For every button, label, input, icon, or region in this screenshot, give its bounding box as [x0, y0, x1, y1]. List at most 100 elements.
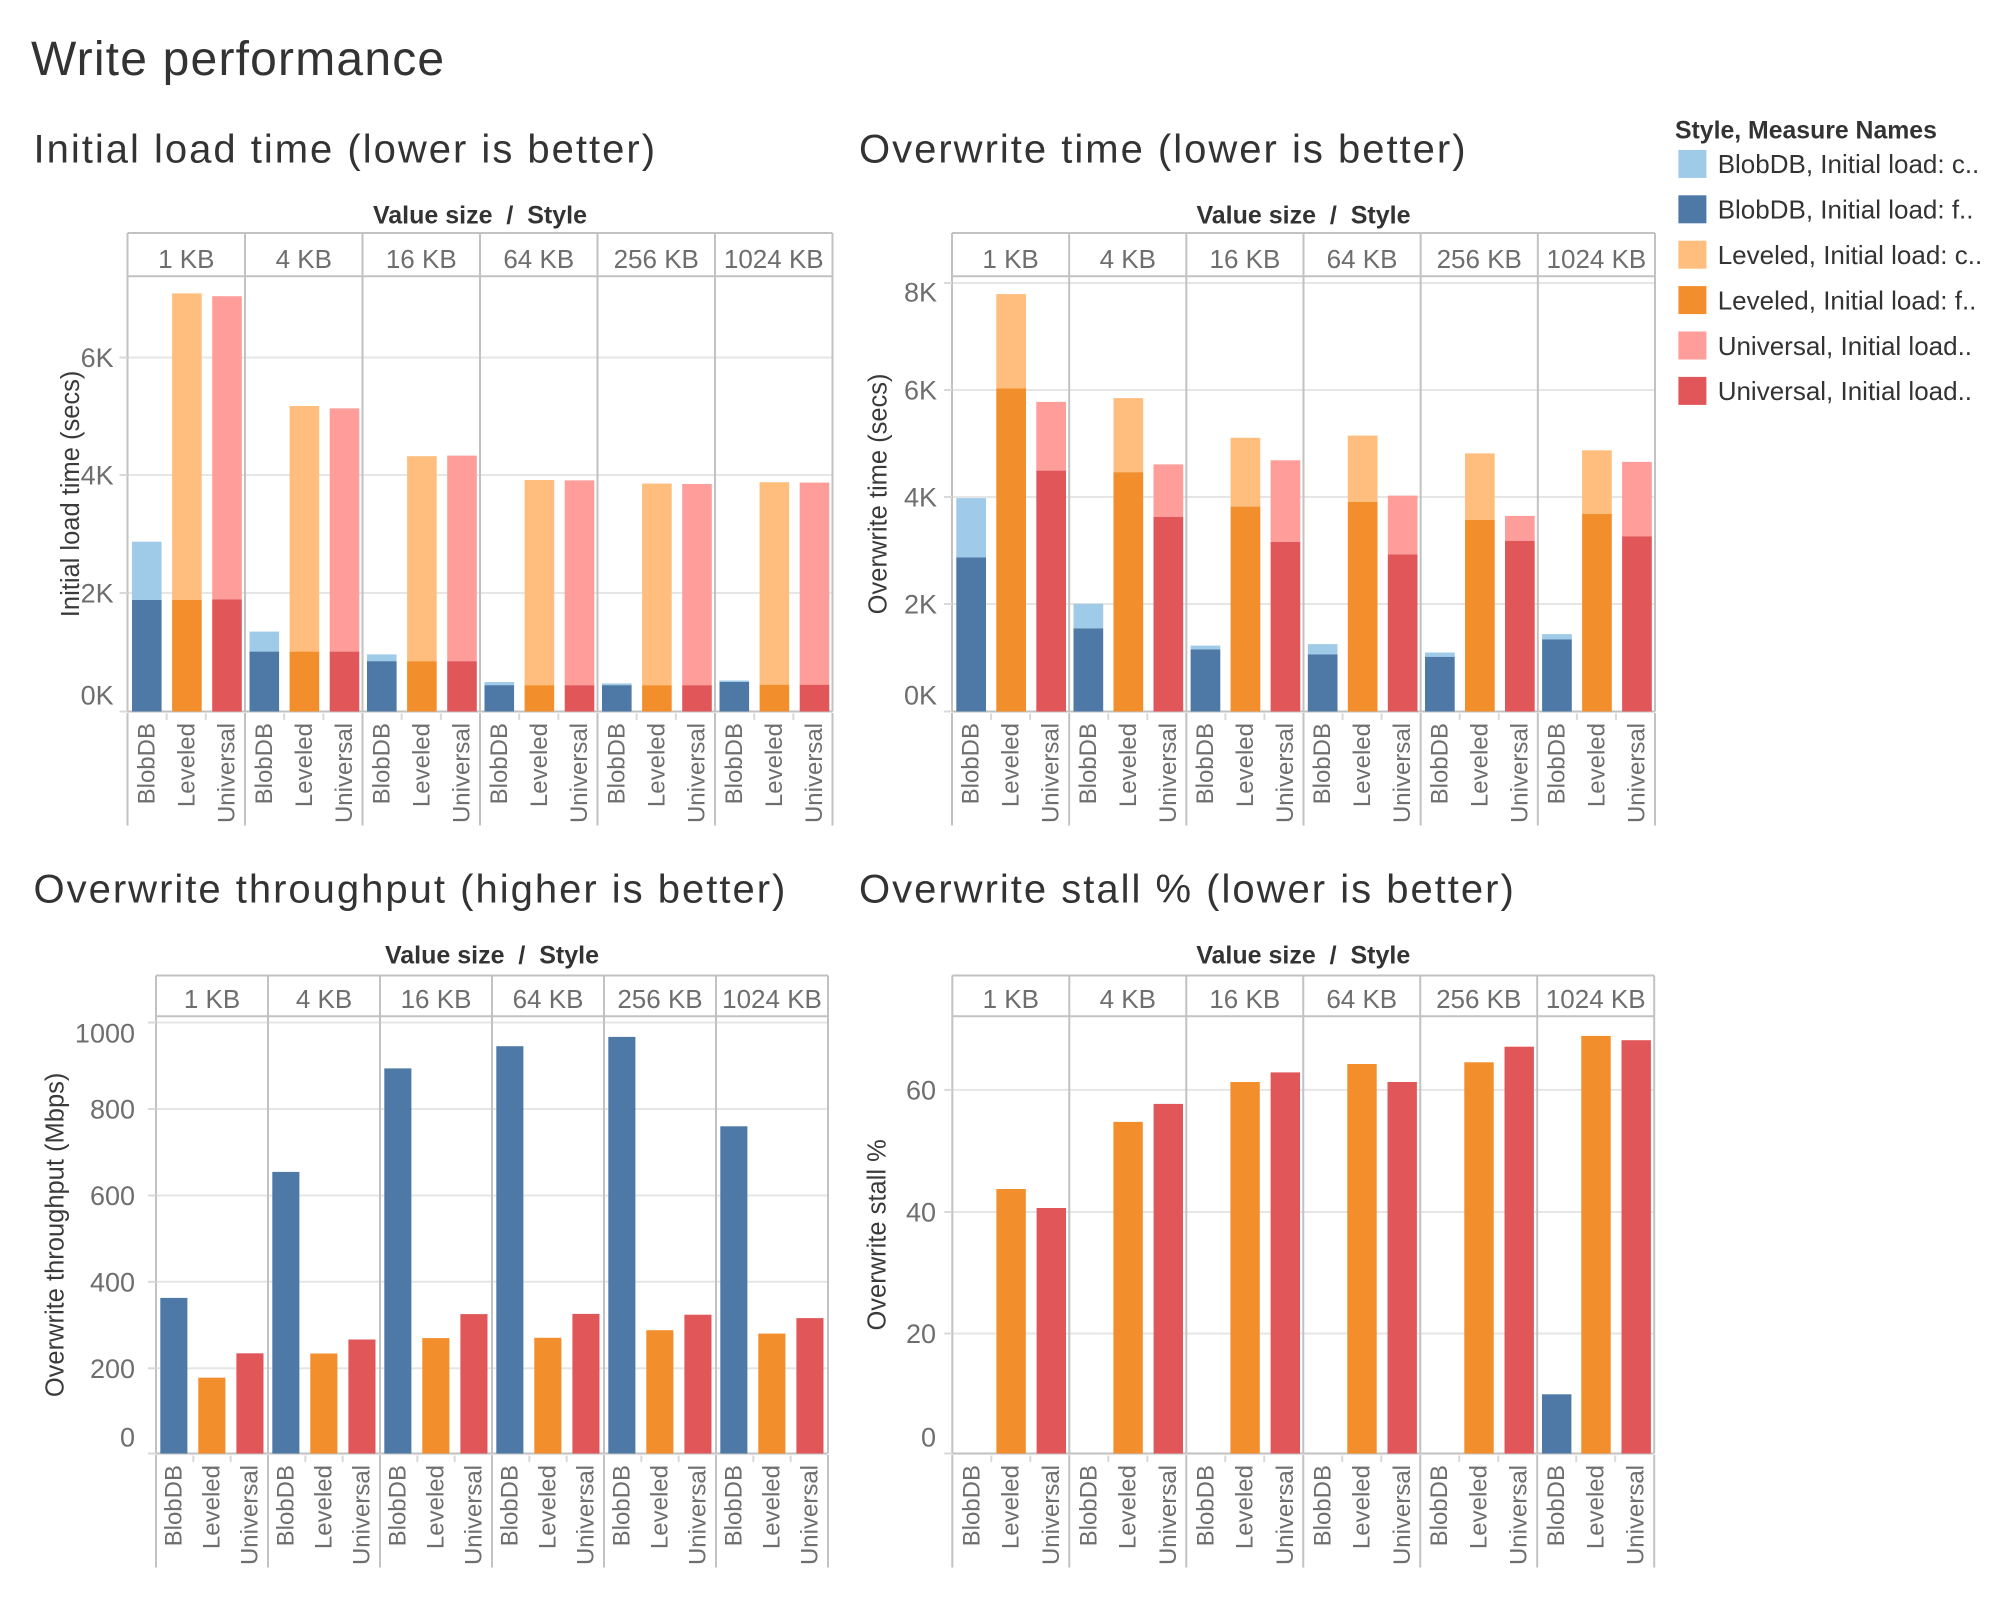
- svg-text:4 KB: 4 KB: [296, 984, 352, 1014]
- svg-text:0: 0: [921, 1423, 936, 1453]
- svg-text:4 KB: 4 KB: [1100, 984, 1156, 1014]
- svg-text:Leveled: Leveled: [291, 723, 318, 807]
- svg-text:BlobDB: BlobDB: [958, 1465, 985, 1546]
- svg-text:BlobDB: BlobDB: [133, 723, 160, 804]
- svg-text:Universal: Universal: [449, 723, 476, 823]
- svg-text:Leveled: Leveled: [310, 1465, 337, 1549]
- svg-text:Universal: Universal: [1155, 723, 1182, 823]
- svg-text:1024 KB: 1024 KB: [1546, 984, 1646, 1014]
- svg-text:40: 40: [906, 1198, 936, 1228]
- svg-text:Universal: Universal: [214, 723, 241, 823]
- svg-text:64 KB: 64 KB: [503, 244, 574, 274]
- svg-text:0: 0: [120, 1423, 135, 1453]
- svg-text:800: 800: [90, 1095, 135, 1125]
- svg-text:Universal: Universal: [796, 1465, 823, 1565]
- svg-text:BlobDB, Initial load: f..: BlobDB, Initial load: f..: [1718, 195, 1974, 225]
- svg-text:Overwrite time (lower is bette: Overwrite time (lower is better): [859, 128, 1468, 172]
- svg-text:256 KB: 256 KB: [1437, 244, 1522, 274]
- svg-text:1 KB: 1 KB: [158, 244, 214, 274]
- svg-text:2K: 2K: [904, 590, 937, 620]
- svg-text:BlobDB: BlobDB: [608, 1465, 635, 1546]
- svg-text:BlobDB: BlobDB: [486, 723, 513, 804]
- svg-text:BlobDB: BlobDB: [1192, 1465, 1219, 1546]
- svg-text:6K: 6K: [81, 343, 114, 373]
- svg-text:4 KB: 4 KB: [276, 244, 332, 274]
- svg-text:Universal: Universal: [1155, 1465, 1182, 1565]
- svg-text:Overwrite stall %: Overwrite stall %: [864, 1139, 892, 1330]
- svg-text:Leveled: Leveled: [1115, 1465, 1142, 1549]
- svg-text:64 KB: 64 KB: [513, 984, 584, 1014]
- svg-text:Leveled: Leveled: [998, 723, 1025, 807]
- svg-text:Leveled: Leveled: [643, 723, 670, 807]
- svg-text:400: 400: [90, 1267, 135, 1297]
- svg-text:BlobDB: BlobDB: [1309, 1465, 1336, 1546]
- svg-text:Leveled: Leveled: [1583, 1465, 1610, 1549]
- svg-text:Initial load time (lower is be: Initial load time (lower is better): [34, 128, 658, 172]
- svg-text:16 KB: 16 KB: [1210, 244, 1281, 274]
- svg-text:Universal: Universal: [1506, 723, 1533, 823]
- svg-text:Leveled: Leveled: [1466, 723, 1493, 807]
- svg-text:BlobDB: BlobDB: [1075, 1465, 1102, 1546]
- svg-text:16 KB: 16 KB: [386, 244, 457, 274]
- svg-text:Overwrite throughput (Mbps): Overwrite throughput (Mbps): [42, 1073, 70, 1398]
- svg-text:Value size / Style: Value size / Style: [1196, 942, 1410, 970]
- svg-text:256 KB: 256 KB: [617, 984, 702, 1014]
- svg-text:64 KB: 64 KB: [1326, 984, 1397, 1014]
- svg-text:256 KB: 256 KB: [1436, 984, 1521, 1014]
- svg-text:16 KB: 16 KB: [401, 984, 472, 1014]
- svg-text:Leveled: Leveled: [173, 723, 200, 807]
- svg-text:Universal: Universal: [460, 1465, 487, 1565]
- svg-text:BlobDB: BlobDB: [720, 1465, 747, 1546]
- svg-text:256 KB: 256 KB: [614, 244, 699, 274]
- svg-text:0K: 0K: [904, 681, 937, 711]
- svg-text:Leveled: Leveled: [758, 1465, 785, 1549]
- svg-text:Leveled: Leveled: [408, 723, 435, 807]
- svg-text:BlobDB: BlobDB: [160, 1465, 187, 1546]
- svg-text:Write performance: Write performance: [31, 33, 445, 86]
- svg-text:Universal: Universal: [348, 1465, 375, 1565]
- svg-text:Style, Measure Names: Style, Measure Names: [1675, 118, 1937, 145]
- svg-text:BlobDB: BlobDB: [1309, 723, 1336, 804]
- svg-text:4 KB: 4 KB: [1100, 244, 1156, 274]
- svg-text:BlobDB: BlobDB: [1426, 723, 1453, 804]
- svg-text:BlobDB: BlobDB: [721, 723, 748, 804]
- svg-text:64 KB: 64 KB: [1327, 244, 1398, 274]
- svg-text:Universal: Universal: [1389, 723, 1416, 823]
- svg-text:1024 KB: 1024 KB: [722, 984, 822, 1014]
- svg-text:Leveled: Leveled: [761, 723, 788, 807]
- svg-text:Initial load time (secs): Initial load time (secs): [57, 371, 85, 618]
- svg-text:Leveled: Leveled: [1466, 1465, 1493, 1549]
- svg-text:Universal: Universal: [684, 723, 711, 823]
- svg-text:Universal: Universal: [1389, 1465, 1416, 1565]
- svg-text:BlobDB: BlobDB: [251, 723, 278, 804]
- svg-text:Universal: Universal: [1623, 1465, 1650, 1565]
- svg-text:Universal, Initial load..: Universal, Initial load..: [1718, 376, 1972, 406]
- svg-text:1024 KB: 1024 KB: [1547, 244, 1647, 274]
- svg-text:Value size / Style: Value size / Style: [373, 202, 587, 230]
- svg-text:4K: 4K: [81, 461, 114, 491]
- svg-text:Leveled: Leveled: [1115, 723, 1142, 807]
- svg-text:Universal: Universal: [1038, 723, 1065, 823]
- svg-text:2K: 2K: [81, 579, 114, 609]
- svg-text:BlobDB: BlobDB: [1426, 1465, 1453, 1546]
- svg-text:Leveled: Leveled: [198, 1465, 225, 1549]
- svg-text:Leveled: Leveled: [534, 1465, 561, 1549]
- svg-text:600: 600: [90, 1181, 135, 1211]
- svg-text:BlobDB: BlobDB: [1192, 723, 1219, 804]
- svg-text:4K: 4K: [904, 483, 937, 513]
- svg-text:BlobDB: BlobDB: [368, 723, 395, 804]
- svg-text:Leveled: Leveled: [646, 1465, 673, 1549]
- svg-text:200: 200: [90, 1354, 135, 1384]
- svg-text:BlobDB: BlobDB: [1543, 1465, 1570, 1546]
- svg-text:1 KB: 1 KB: [982, 244, 1038, 274]
- svg-text:Universal: Universal: [1038, 1465, 1065, 1565]
- svg-text:Leveled, Initial load: f..: Leveled, Initial load: f..: [1718, 285, 1977, 315]
- svg-text:0K: 0K: [81, 681, 114, 711]
- svg-text:Universal: Universal: [1506, 1465, 1533, 1565]
- svg-text:Universal: Universal: [684, 1465, 711, 1565]
- svg-text:BlobDB: BlobDB: [1543, 723, 1570, 804]
- svg-text:Universal: Universal: [1272, 723, 1299, 823]
- svg-text:Universal: Universal: [1623, 723, 1650, 823]
- svg-text:6K: 6K: [904, 376, 937, 406]
- svg-text:BlobDB: BlobDB: [272, 1465, 299, 1546]
